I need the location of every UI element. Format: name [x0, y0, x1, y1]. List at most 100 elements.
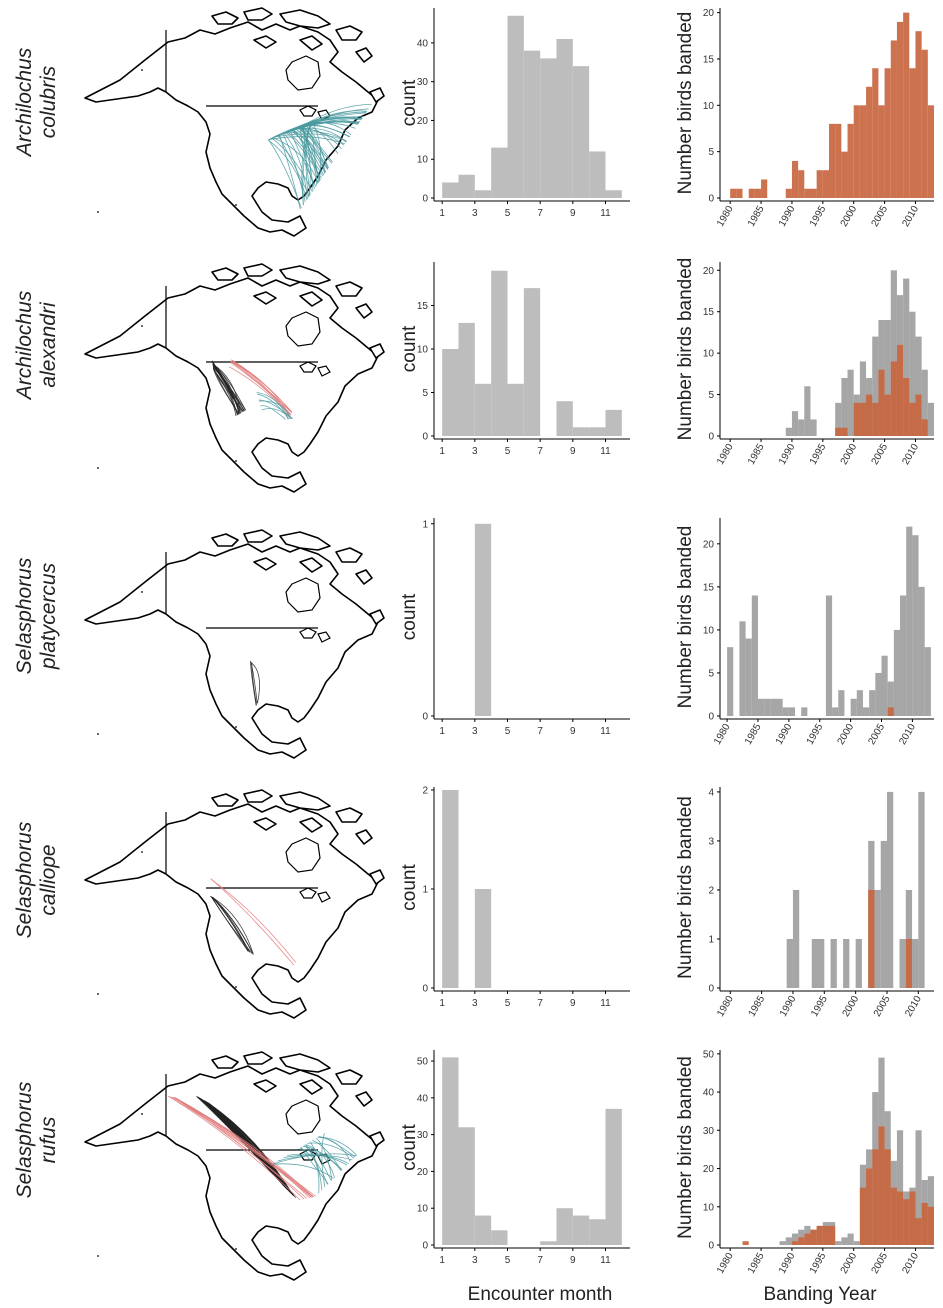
year-y-tick-label: 15: [703, 582, 715, 593]
route-line-teal: [303, 1144, 320, 1194]
year-y-tick-label: 4: [708, 787, 714, 798]
year-x-tick-label: 2005: [870, 1251, 891, 1276]
year-bar-orange: [748, 188, 755, 198]
month-y-tick-label: 0: [422, 432, 428, 443]
month-x-tick-label: 5: [505, 446, 511, 457]
route-line-teal: [295, 128, 329, 169]
year-x-tick-label: 1995: [805, 722, 826, 747]
year-bar-gray: [856, 690, 863, 716]
year-x-tick-label: 1995: [808, 204, 829, 229]
year-bar-gray: [850, 698, 857, 716]
year-y-tick-label: 10: [703, 349, 715, 360]
month-x-tick-label: 11: [600, 1255, 611, 1266]
year-bar-orange: [841, 151, 848, 198]
species-label-4-genus: Selasphorus: [13, 821, 36, 938]
month-bar: [605, 1108, 622, 1245]
year-x-tick-label: 2010: [897, 722, 918, 747]
year-bar-orange: [791, 160, 799, 198]
month-x-tick-label: 11: [600, 726, 611, 737]
month-bar: [442, 1057, 459, 1245]
month-y-tick-label: 10: [417, 345, 429, 356]
year-bar-gray: [912, 535, 919, 716]
route-line-teal: [317, 1136, 358, 1156]
species-label-2-epithet: alexandri: [37, 301, 60, 388]
route-line-black: [213, 369, 243, 413]
year-x-tick-label: 1980: [712, 722, 733, 747]
month-y-axis-title-4: count: [399, 864, 420, 911]
year-bar-orange: [921, 419, 928, 436]
month-y-tick-label: 15: [417, 301, 429, 312]
route-line-teal: [275, 133, 347, 142]
month-axis-title: Encounter month: [468, 1284, 613, 1305]
route-line-black: [251, 662, 260, 704]
year-bar-orange: [841, 427, 848, 436]
year-bar-orange: [890, 1187, 897, 1245]
month-bar: [605, 409, 622, 436]
month-x-tick-label: 5: [505, 726, 511, 737]
route-line-teal: [267, 139, 308, 200]
route-line-teal: [290, 130, 325, 176]
year-bar-orange: [866, 86, 873, 198]
year-bar-orange: [909, 402, 916, 436]
month-y-tick-label: 2: [422, 785, 428, 796]
month-x-tick-label: 3: [472, 1255, 478, 1266]
month-bar: [507, 383, 524, 436]
year-bar-orange: [927, 1206, 934, 1245]
year-bar-orange: [878, 105, 885, 198]
year-bar-gray: [899, 938, 906, 988]
year-x-tick-label: 2000: [836, 722, 857, 747]
route-line-red: [230, 361, 293, 413]
year-bar-gray: [900, 595, 907, 716]
route-line-black: [205, 1101, 295, 1196]
year-bar-orange: [736, 188, 743, 198]
year-bar-gray: [811, 938, 819, 988]
year-bar-orange: [872, 1149, 879, 1245]
year-bar-orange: [915, 394, 922, 436]
month-x-tick-label: 5: [505, 1255, 511, 1266]
species-label-5-epithet: rufus: [37, 1116, 60, 1163]
year-x-tick-label: 1980: [715, 442, 736, 467]
year-bar-gray: [906, 526, 913, 716]
month-histogram-2: 0 5 10 15 1 3 5 7 9 11 count: [399, 262, 630, 457]
month-x-tick-label: 7: [537, 998, 543, 1009]
year-axis-title: Banding Year: [763, 1284, 877, 1305]
route-line-teal: [305, 1144, 323, 1191]
year-bar-gray: [810, 419, 817, 436]
year-x-tick-label: 1985: [746, 442, 767, 467]
year-bar-gray: [841, 378, 848, 436]
month-bar: [491, 1230, 508, 1245]
year-bar-orange: [829, 123, 836, 198]
month-bar: [589, 1219, 606, 1245]
month-x-tick-label: 7: [537, 446, 543, 457]
year-bar-orange: [909, 1191, 916, 1245]
year-bar-orange: [785, 188, 792, 198]
month-x-tick-label: 3: [472, 208, 478, 219]
month-x-tick-label: 7: [537, 726, 543, 737]
year-x-tick-label: 2000: [839, 1251, 860, 1276]
month-y-tick-label: 0: [422, 984, 428, 995]
month-bar: [572, 427, 590, 436]
year-bar-orange: [798, 170, 805, 198]
month-bar: [442, 789, 459, 988]
year-bar-orange: [872, 68, 879, 199]
month-y-tick-label: 20: [417, 1167, 429, 1178]
year-x-tick-label: 2010: [900, 204, 921, 229]
year-bar-orange: [884, 394, 891, 436]
year-bar-orange: [859, 105, 867, 198]
year-x-tick-label: 1995: [808, 442, 829, 467]
year-bar-gray: [804, 386, 811, 436]
year-y-axis-title-5: Number birds banded: [675, 1056, 696, 1239]
year-bar-gray: [832, 707, 839, 716]
year-y-axis-title-4: Number birds banded: [675, 796, 696, 979]
year-bar-orange: [859, 402, 867, 436]
year-bar-orange: [835, 123, 842, 198]
year-y-tick-label: 3: [708, 836, 714, 847]
route-line-red: [211, 879, 297, 963]
month-x-tick-label: 3: [472, 726, 478, 737]
year-bar-gray: [886, 791, 894, 988]
year-x-tick-label: 1985: [746, 204, 767, 229]
month-x-tick-label: 1: [439, 998, 445, 1009]
year-bar-gray: [853, 1241, 860, 1245]
month-y-axis-title-3: count: [399, 593, 420, 640]
